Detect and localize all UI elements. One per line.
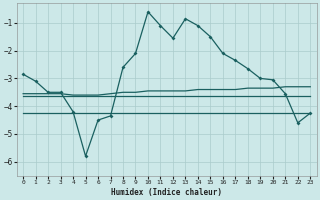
X-axis label: Humidex (Indice chaleur): Humidex (Indice chaleur) xyxy=(111,188,222,197)
